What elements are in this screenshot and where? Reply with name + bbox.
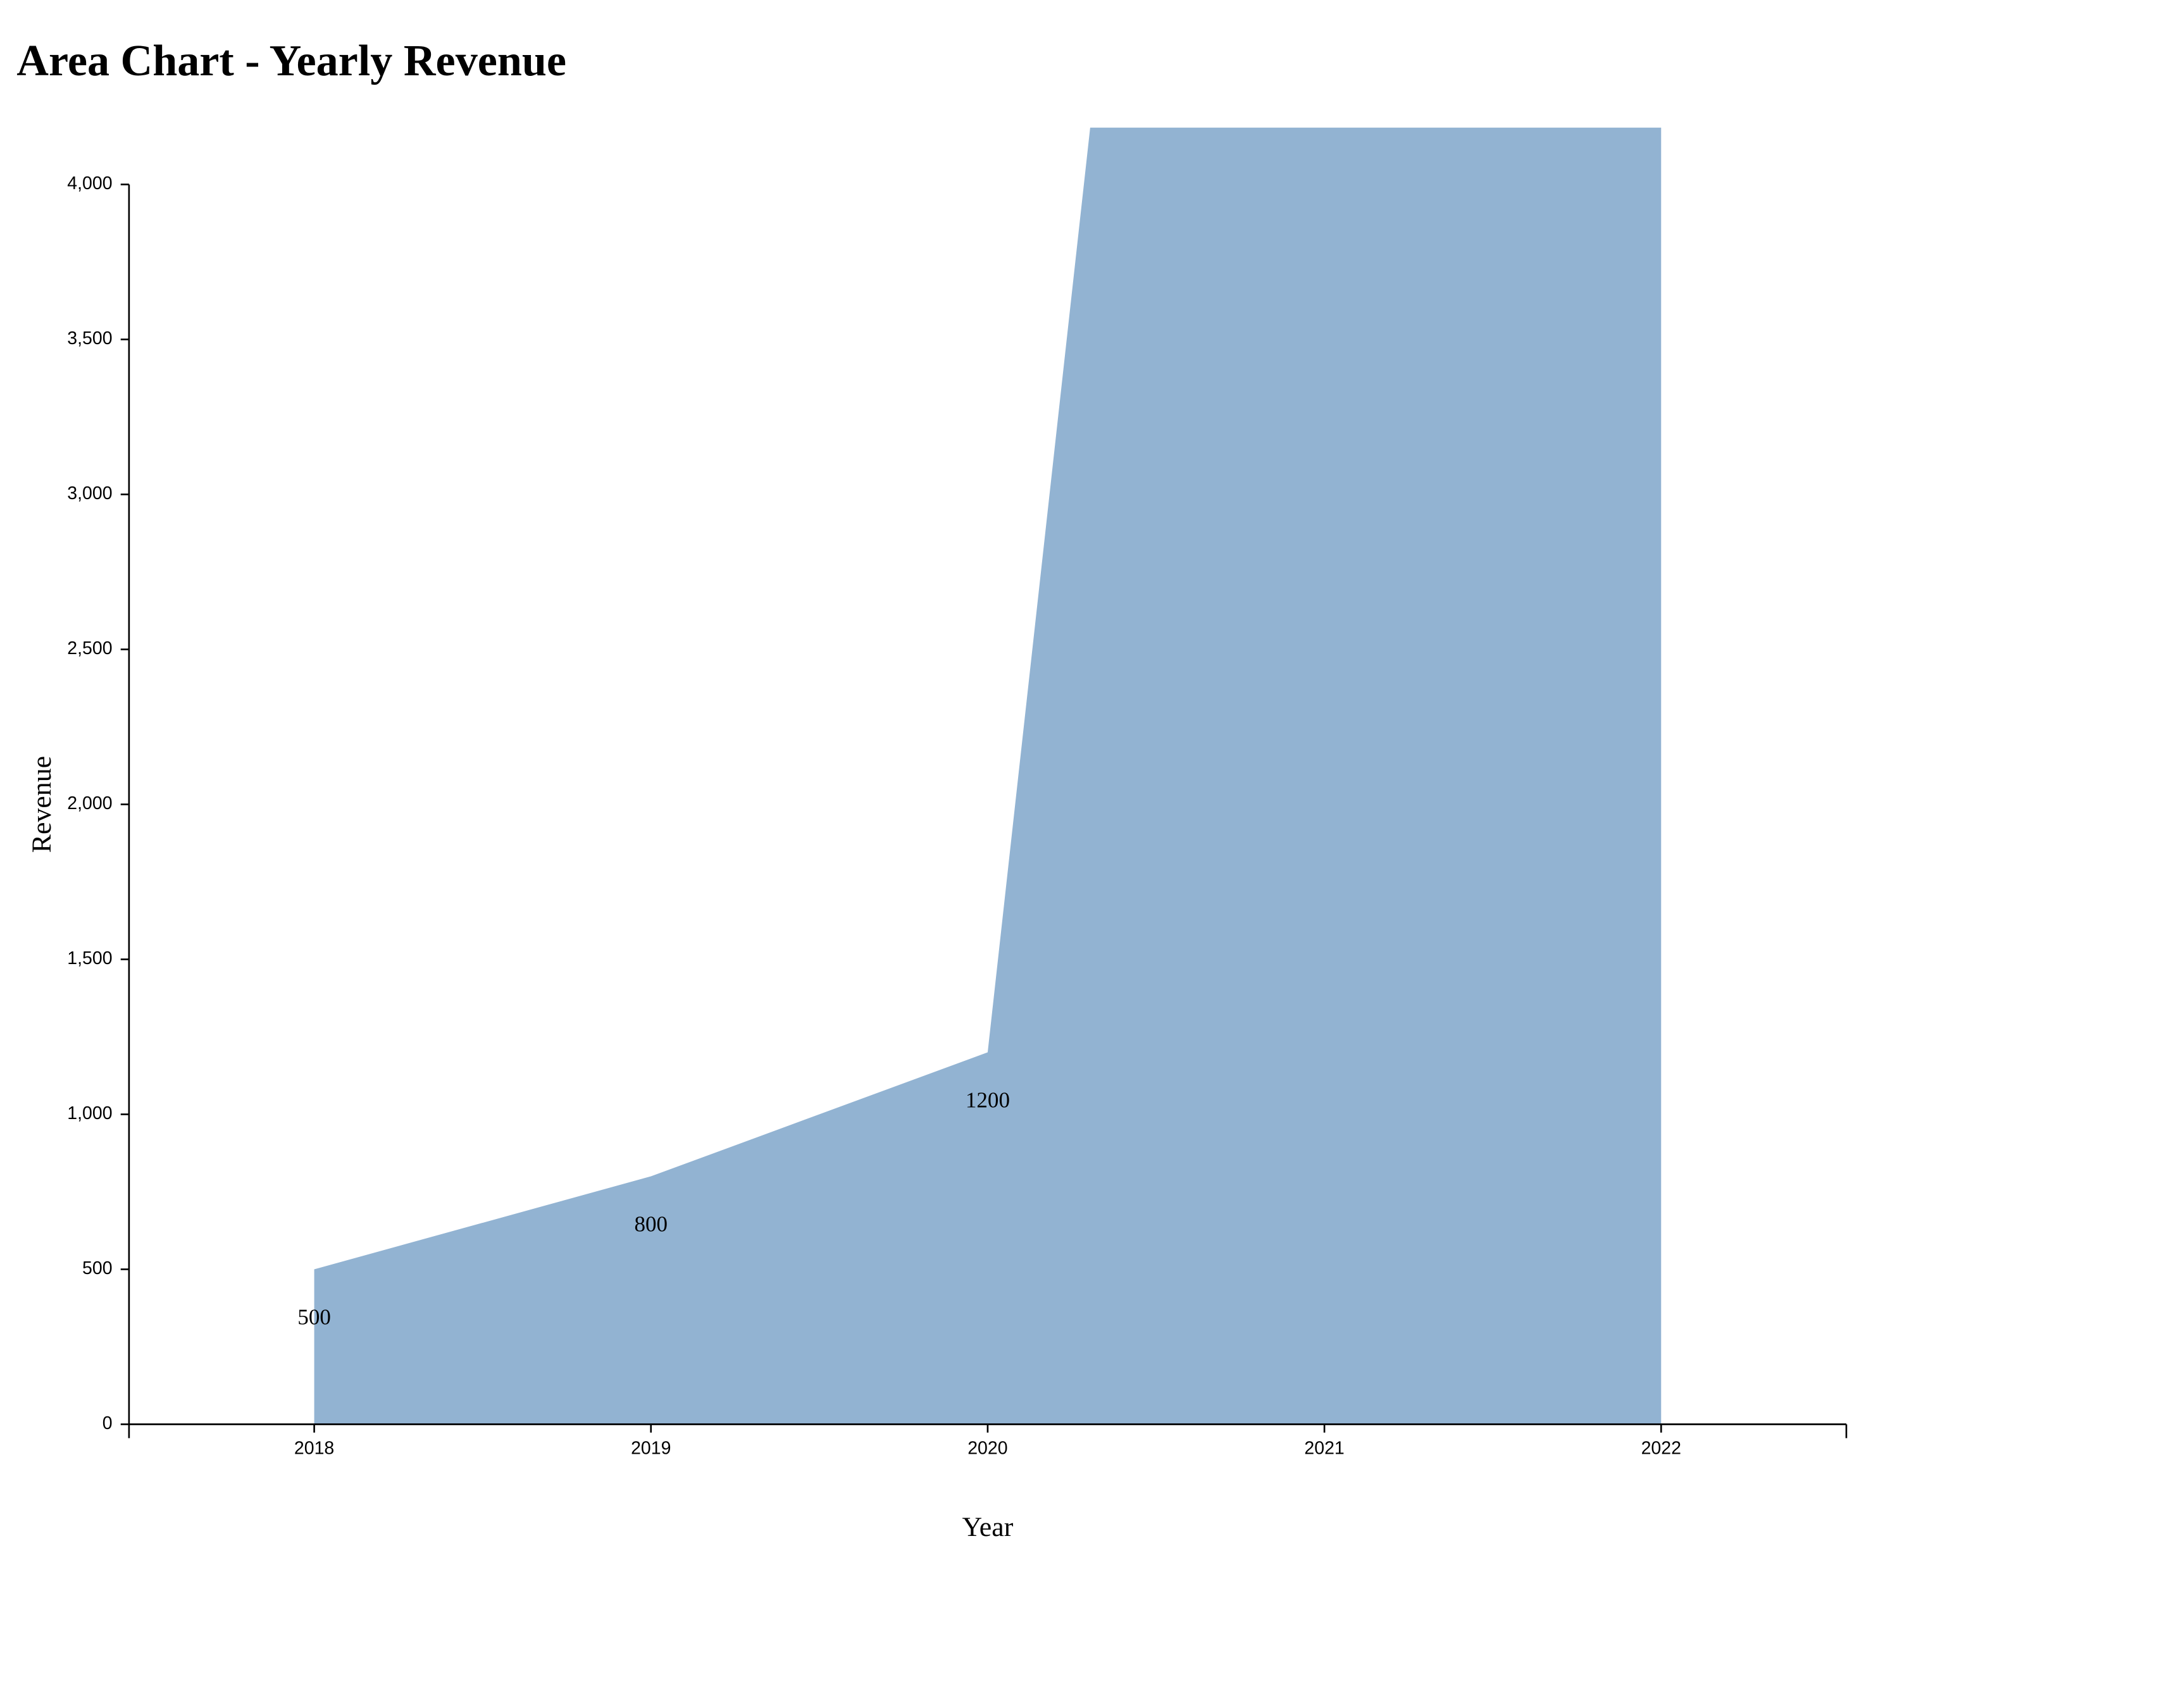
plot-area: 50080012001100012000: [297, 127, 1662, 1425]
data-label: 1200: [966, 1087, 1010, 1112]
y-tick-label: 3,000: [67, 483, 112, 504]
x-axis-label: Year: [962, 1512, 1014, 1542]
y-tick-label: 1,000: [67, 1103, 112, 1123]
area: [314, 127, 1662, 1425]
y-tick-label: 0: [103, 1413, 113, 1433]
x-tick-label: 2021: [1304, 1438, 1344, 1458]
y-axis-label: Revenue: [27, 756, 57, 853]
x-tick-label: 2020: [967, 1438, 1007, 1458]
y-tick-label: 1,500: [67, 948, 112, 968]
data-label: 500: [297, 1304, 331, 1329]
y-tick-label: 2,500: [67, 638, 112, 659]
y-tick-label: 2,000: [67, 793, 112, 814]
x-tick-label: 2019: [631, 1438, 671, 1458]
x-tick-label: 2018: [294, 1438, 334, 1458]
y-tick-label: 3,500: [67, 328, 112, 349]
data-label: 800: [634, 1211, 668, 1236]
x-tick-label: 2022: [1641, 1438, 1681, 1458]
y-tick-label: 500: [82, 1258, 113, 1278]
axes: 0 500 1,000 1,500 2,000 2,500 3,000 3,500 4,000 2…: [67, 173, 1848, 1458]
y-tick-label: 4,000: [67, 173, 112, 194]
chart-title: Area Chart - Yearly Revenue: [16, 36, 566, 85]
